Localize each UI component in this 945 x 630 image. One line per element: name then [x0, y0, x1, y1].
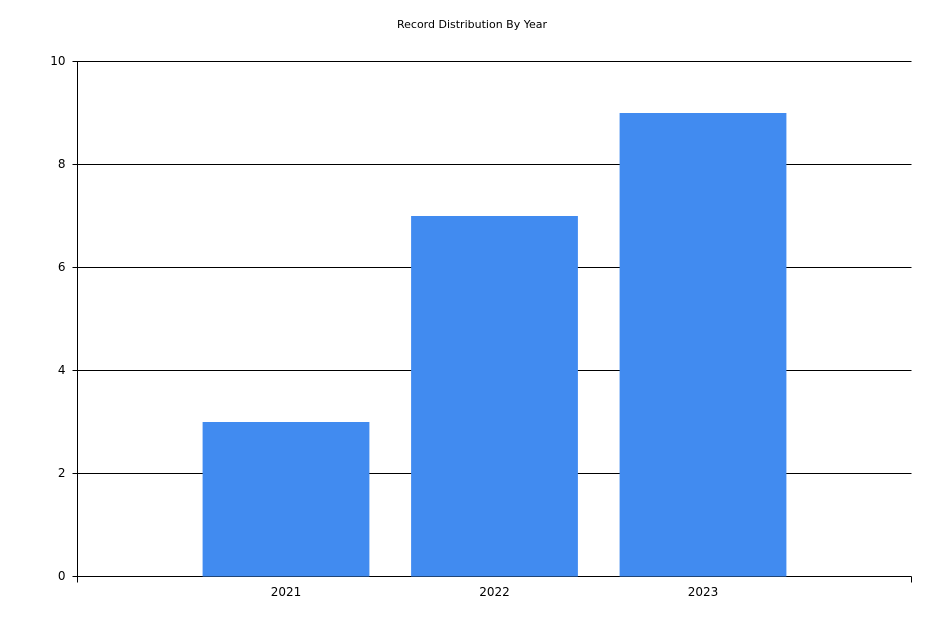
- x-tick-label: 2022: [479, 585, 510, 599]
- y-tick-label: 4: [58, 363, 66, 377]
- y-tick-label: 10: [50, 54, 65, 68]
- y-tick-label: 8: [58, 157, 66, 171]
- bar: [411, 216, 578, 577]
- y-tick-label: 0: [58, 569, 66, 583]
- x-tick-label: 2021: [271, 585, 302, 599]
- y-tick-label: 6: [58, 260, 66, 274]
- x-tick-label: 2023: [688, 585, 719, 599]
- chart-title: Record Distribution By Year: [397, 18, 547, 31]
- bar: [619, 113, 787, 577]
- bar: [202, 422, 370, 577]
- y-tick-label: 2: [58, 466, 66, 480]
